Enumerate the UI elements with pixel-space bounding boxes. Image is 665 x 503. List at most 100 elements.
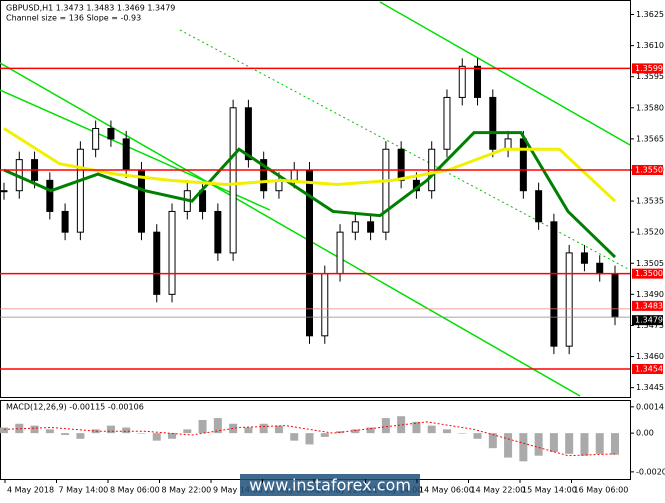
macd-bar <box>168 433 177 439</box>
level-label: 1.3454 <box>635 364 663 373</box>
y-tick-label: 1.3490 <box>636 290 664 299</box>
price-label: 1.3483 <box>635 301 663 310</box>
macd-bar <box>320 433 329 437</box>
macd-bar <box>488 433 497 449</box>
channel-midline <box>179 29 631 271</box>
chart-subtitle: Channel size = 136 Slope = -0.93 <box>6 14 141 23</box>
macd-bar <box>519 433 528 462</box>
level-label: 1.3500 <box>635 269 663 278</box>
candle-body <box>504 138 512 150</box>
candle-body <box>519 138 527 192</box>
x-tick-label: 15 May 14:00 <box>522 486 577 495</box>
macd-bar <box>45 429 54 434</box>
candle-body <box>336 231 344 275</box>
level-tag <box>632 164 663 175</box>
macd-bar <box>473 433 482 439</box>
macd-bar <box>15 423 24 434</box>
macd-bar <box>259 423 268 434</box>
macd-bar <box>152 433 161 441</box>
macd-bar <box>106 425 115 434</box>
candle-body <box>382 148 390 233</box>
candle-body <box>397 148 405 181</box>
macd-bar <box>91 429 100 434</box>
level-tag <box>632 268 663 279</box>
candle-body <box>244 107 252 161</box>
price-label: 1.3479 <box>635 316 663 325</box>
candle-body <box>565 252 573 347</box>
macd-bar <box>549 433 558 452</box>
candle-body <box>321 273 329 337</box>
macd-signal <box>3 421 616 457</box>
candle-body <box>46 179 54 212</box>
macd-bar <box>458 433 467 434</box>
channel-line <box>0 89 271 211</box>
candle-body <box>458 65 466 98</box>
candle-body <box>107 128 115 140</box>
y-tick-label: 1.3580 <box>636 103 664 112</box>
macd-bar <box>397 416 406 434</box>
y-tick-label: 1.3505 <box>636 259 664 268</box>
macd-bar <box>30 425 39 434</box>
y-tick-label: 1.3595 <box>636 72 664 81</box>
candle-body <box>260 159 268 192</box>
macd-bar <box>0 427 8 434</box>
macd-bar <box>580 433 589 456</box>
macd-tick-label: -0.00206 <box>636 467 665 476</box>
level-tag <box>632 363 663 374</box>
y-tick-label: 1.3445 <box>636 383 664 392</box>
x-tick-label: 8 May 06:00 <box>110 486 160 495</box>
macd-bar <box>198 419 207 434</box>
macd-bar <box>137 433 146 434</box>
x-tick-label: 14 May 22:00 <box>471 486 526 495</box>
candle-body <box>122 138 130 171</box>
y-tick-label: 1.3535 <box>636 197 664 206</box>
candle-body <box>443 96 451 150</box>
macd-bar <box>351 429 360 434</box>
x-tick-label: 14 May 06:00 <box>419 486 474 495</box>
macd-bar <box>244 427 253 434</box>
price-tag <box>632 315 663 326</box>
candle-body <box>596 262 604 275</box>
candle-body <box>168 210 176 295</box>
ma-line <box>3 131 617 259</box>
macd-bar <box>183 429 192 434</box>
macd-bar <box>534 433 543 456</box>
y-tick-label: 1.3475 <box>636 321 664 330</box>
level-tag <box>632 63 663 74</box>
candle-body <box>137 169 145 233</box>
watermark-box <box>240 474 420 496</box>
macd-bar <box>213 418 222 434</box>
watermark: www.instaforex.com <box>249 476 411 495</box>
level-label: 1.3599 <box>635 64 663 73</box>
x-tick-label: 8 May 22:00 <box>162 486 212 495</box>
macd-bar <box>76 433 85 439</box>
x-tick-label: 9 May 14:00 <box>213 486 263 495</box>
macd-bar <box>381 418 390 434</box>
macd-bar <box>366 427 375 434</box>
candle-body <box>214 210 222 254</box>
channel-line <box>0 62 581 397</box>
macd-bar <box>122 427 131 434</box>
macd-bar <box>504 433 513 458</box>
macd-bar <box>305 433 314 445</box>
candle-body <box>611 273 619 318</box>
macd-bar <box>427 425 436 434</box>
macd-bar <box>442 429 451 434</box>
candle-body <box>535 190 543 223</box>
candle-body <box>351 221 359 233</box>
candle-body <box>489 96 497 150</box>
macd-bar <box>565 433 574 454</box>
candle-body <box>92 128 100 150</box>
y-tick-label: 1.3610 <box>636 41 664 50</box>
macd-label: MACD(12,26,9) -0.00115 -0.00106 <box>6 403 144 412</box>
candle-body <box>61 210 69 233</box>
candle-body <box>229 107 237 254</box>
candle-body <box>367 221 375 233</box>
y-tick-label: 1.3565 <box>636 134 664 143</box>
candle-body <box>290 169 298 181</box>
candle-body <box>153 231 161 295</box>
candle-body <box>474 65 482 98</box>
candle-body <box>550 221 558 347</box>
price-frame <box>0 0 631 398</box>
